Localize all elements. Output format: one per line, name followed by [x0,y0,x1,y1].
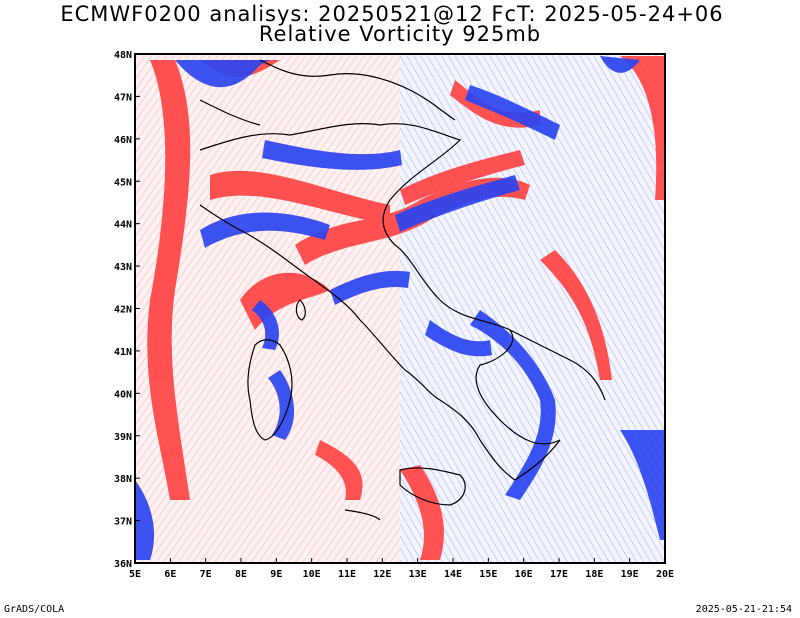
lat-label: 38N [114,474,132,485]
longitude-axis: 5E 6E 7E 8E 9E 10E 11E 12E 13E 14E 15E 16E 17E 18E 19E… [129,558,674,580]
lat-label: 45N [114,177,132,188]
lat-label: 46N [114,135,132,146]
lon-label: 15E [479,569,497,580]
map-subtitle: Relative Vorticity 925mb [258,22,542,46]
lat-label: 37N [114,517,132,528]
negative-vorticity-bands [135,56,665,560]
lon-label: 14E [444,569,462,580]
lon-label: 13E [409,569,427,580]
lon-label: 6E [164,569,176,580]
lon-label: 5E [129,569,141,580]
lon-label: 16E [515,569,533,580]
lat-label: 47N [114,92,132,103]
lon-label: 19E [621,569,639,580]
lat-label: 36N [114,559,132,570]
lat-label: 43N [114,262,132,273]
lat-label: 41N [114,347,132,358]
lat-label: 42N [114,305,132,316]
lat-label: 39N [114,432,132,443]
lat-label: 40N [114,389,132,400]
coastlines [199,59,606,521]
software-credit: GrADS/COLA [4,604,65,615]
lon-label: 10E [303,569,321,580]
lon-label: 7E [200,569,212,580]
lon-label: 20E [656,569,674,580]
lat-label: 48N [114,50,132,61]
lat-label: 44N [114,220,132,231]
lon-label: 18E [585,569,603,580]
lon-label: 17E [550,569,568,580]
lon-label: 12E [373,569,391,580]
latitude-axis: 36N 37N 38N 39N 40N 41N 42N 43N 44N 45N 46N 47N 48N [114,50,140,570]
contour-field [135,54,665,563]
timestamp: 2025-05-21-21:54 [695,604,792,615]
lon-label: 8E [235,569,247,580]
map-title: ECMWF0200 analisys: 20250521@12 FcT: 202… [60,2,724,26]
lon-label: 9E [270,569,282,580]
lon-label: 11E [338,569,356,580]
